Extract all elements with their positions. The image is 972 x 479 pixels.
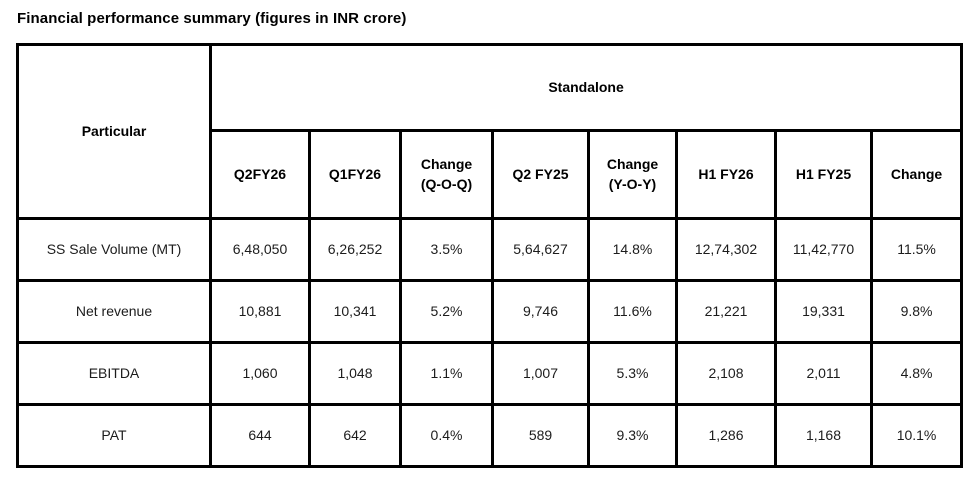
table-cell: 3.5% xyxy=(399,217,494,282)
table-cell: 1,060 xyxy=(209,341,311,406)
table-cell: 6,48,050 xyxy=(209,217,311,282)
column-header-q2fy26: Q2FY26 xyxy=(209,129,311,220)
table-cell: 1,168 xyxy=(774,403,873,468)
table-cell: 10.1% xyxy=(869,403,964,468)
column-header-change-yoy: Change (Y-O-Y) xyxy=(587,129,678,220)
table-cell: 589 xyxy=(491,403,590,468)
column-header-row: Q2FY26 Q1FY26 Change (Q-O-Q) Q2 FY25 Cha… xyxy=(18,129,964,220)
table-cell: 11.5% xyxy=(869,217,964,282)
column-header-q1fy26: Q1FY26 xyxy=(308,129,402,220)
table-cell: 5.3% xyxy=(587,341,678,406)
table-cell: 21,221 xyxy=(675,279,777,344)
table-cell: 2,011 xyxy=(774,341,873,406)
column-header-change: Change xyxy=(869,129,964,220)
row-label-ss-sale-volume: SS Sale Volume (MT) xyxy=(16,217,212,282)
table-cell: 5,64,627 xyxy=(491,217,590,282)
column-header-h1fy25: H1 FY25 xyxy=(774,129,873,220)
group-header-standalone: Standalone xyxy=(208,43,964,132)
table-cell: 0.4% xyxy=(399,403,494,468)
row-label-pat: PAT xyxy=(16,403,212,468)
column-header-q2fy25: Q2 FY25 xyxy=(491,129,590,220)
column-header-particular: Particular xyxy=(16,43,212,220)
table-cell: 6,26,252 xyxy=(308,217,402,282)
table-cell: 14.8% xyxy=(587,217,678,282)
table-cell: 9.8% xyxy=(869,279,964,344)
table-cell: 1,048 xyxy=(308,341,402,406)
row-label-net-revenue: Net revenue xyxy=(16,279,212,344)
group-header-row: Particular Standalone xyxy=(16,43,964,220)
table-cell: 10,341 xyxy=(308,279,402,344)
column-header-change-qoq: Change (Q-O-Q) xyxy=(399,129,494,220)
column-header-h1fy26: H1 FY26 xyxy=(675,129,777,220)
table-cell: 4.8% xyxy=(869,341,964,406)
table-cell: 1,286 xyxy=(675,403,777,468)
table-cell: 11.6% xyxy=(587,279,678,344)
page-title: Financial performance summary (figures i… xyxy=(17,10,407,27)
table-row-net-revenue: Net revenue 10,881 10,341 5.2% 9,746 11.… xyxy=(16,279,964,344)
table-cell: 9.3% xyxy=(587,403,678,468)
table-row-ss-sale-volume: SS Sale Volume (MT) 6,48,050 6,26,252 3.… xyxy=(16,217,964,282)
table-row-pat: PAT 644 642 0.4% 589 9.3% 1,286 1,168 10… xyxy=(16,403,964,468)
table-cell: 1.1% xyxy=(399,341,494,406)
table-cell: 644 xyxy=(209,403,311,468)
table-cell: 5.2% xyxy=(399,279,494,344)
row-label-ebitda: EBITDA xyxy=(16,341,212,406)
table-cell: 11,42,770 xyxy=(774,217,873,282)
table-row-ebitda: EBITDA 1,060 1,048 1.1% 1,007 5.3% 2,108… xyxy=(16,341,964,406)
table-cell: 2,108 xyxy=(675,341,777,406)
table-cell: 1,007 xyxy=(491,341,590,406)
financial-summary-table: Particular Standalone Q2FY26 Q1FY26 Chan… xyxy=(16,43,964,468)
page: Financial performance summary (figures i… xyxy=(16,10,964,468)
table-cell: 19,331 xyxy=(774,279,873,344)
table-cell: 10,881 xyxy=(209,279,311,344)
table-cell: 642 xyxy=(308,403,402,468)
table-cell: 12,74,302 xyxy=(675,217,777,282)
table-cell: 9,746 xyxy=(491,279,590,344)
